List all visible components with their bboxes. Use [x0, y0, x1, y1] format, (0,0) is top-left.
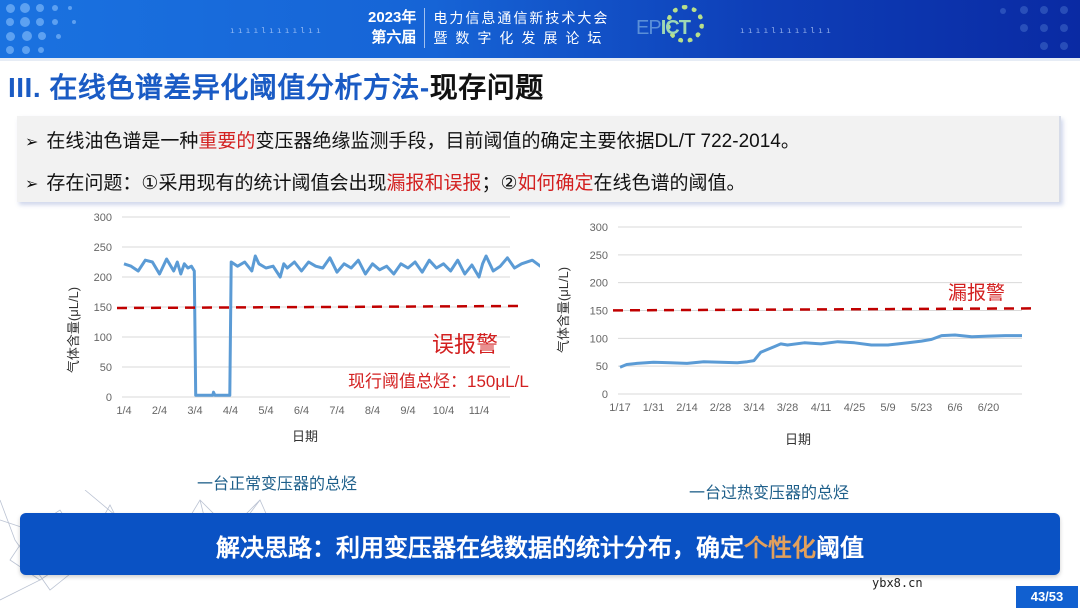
conference-title: 2023年 第六届 电力信息通信新技术大会 暨数字化发展论坛 [368, 8, 609, 48]
logo-ring-icon [666, 5, 704, 43]
svg-text:100: 100 [590, 333, 608, 345]
solution-text: 解决思路：利用变压器在线数据的统计分布，确定个性化阈值 [216, 535, 864, 562]
highlight-how-to-determine: 如何确定 [517, 173, 594, 194]
svg-text:200: 200 [94, 272, 112, 284]
y-axis-label: 气体含量(μL/L) [556, 267, 571, 353]
solution-banner: 解决思路：利用变压器在线数据的统计分布，确定个性化阈值 [20, 513, 1060, 575]
y-axis-label: 气体含量(μL/L) [66, 287, 81, 373]
svg-text:250: 250 [590, 250, 608, 262]
svg-text:6/4: 6/4 [294, 405, 309, 417]
svg-text:150: 150 [590, 306, 608, 318]
conference-name-line2: 暨数字化发展论坛 [433, 30, 610, 46]
conference-name-line1: 电力信息通信新技术大会 [433, 10, 610, 26]
series-line [619, 333, 1022, 369]
svg-text:1/31: 1/31 [643, 402, 664, 414]
bullet-item-2: ➢ 存在问题：①采用现有的统计阈值会出现漏报和误报；②如何确定在线色谱的阈值。 [25, 173, 746, 194]
y-axis-ticks: 0 50 100 150 200 250 300 [590, 222, 608, 401]
page-title-subtopic: 现存问题 [429, 72, 544, 103]
false-alarm-annotation: 误报警 [432, 332, 498, 357]
svg-text:300: 300 [94, 212, 112, 224]
page-number-badge: 43/53 [1016, 586, 1078, 608]
threshold-line [612, 307, 1033, 312]
svg-text:6/6: 6/6 [947, 402, 962, 414]
svg-text:5/4: 5/4 [258, 405, 273, 417]
svg-text:5/9: 5/9 [880, 402, 895, 414]
svg-text:11/4: 11/4 [469, 405, 490, 417]
svg-text:50: 50 [100, 362, 112, 374]
conference-name: 电力信息通信新技术大会 暨数字化发展论坛 [425, 8, 609, 48]
highlight-important: 重要的 [198, 131, 256, 152]
svg-text:1/17: 1/17 [609, 402, 630, 414]
chart-gridlines [122, 216, 510, 398]
svg-text:3/4: 3/4 [187, 405, 202, 417]
conference-year-edition: 2023年 第六届 [368, 8, 426, 48]
decorative-dot-pattern-left [0, 0, 140, 58]
header-banner: ıııılıııılıı ıııılıııılıı 2023年 第六届 电力信息… [0, 0, 1080, 58]
banner-divider [0, 58, 1080, 61]
svg-text:1/4: 1/4 [116, 405, 131, 417]
conference-edition: 第六届 [371, 29, 417, 46]
x-axis-ticks: 1/4 2/4 3/4 4/4 5/4 6/4 7/4 8/4 9/4 10/4 11/4 [116, 405, 489, 417]
epict-logo: EPICT [636, 5, 704, 51]
svg-text:4/4: 4/4 [223, 405, 238, 417]
svg-text:7/4: 7/4 [329, 405, 344, 417]
decorative-dot-pattern-right [980, 0, 1080, 58]
threshold-annotation: 现行阈值总烃：150μL/L [348, 372, 529, 391]
caption-overheating-transformer: 一台过热变压器的总烃 [689, 485, 850, 502]
x-axis-label: 日期 [292, 429, 318, 444]
x-axis-ticks: 1/17 1/31 2/14 2/28 3/14 3/28 4/11 4/25 5/9 5/23 6… [609, 402, 999, 414]
svg-text:6/20: 6/20 [978, 402, 999, 414]
logo-text: EPICT [636, 17, 691, 39]
svg-text:2/28: 2/28 [710, 402, 731, 414]
svg-text:300: 300 [590, 222, 608, 234]
svg-text:250: 250 [94, 242, 112, 254]
highlight-missed-false-alarm: 漏报和误报 [386, 173, 482, 194]
conference-year: 2023年 [368, 9, 417, 26]
svg-text:3/14: 3/14 [743, 402, 764, 414]
decorative-tick-marks-left: ıııılıııılıı [230, 26, 324, 35]
svg-text:150: 150 [94, 302, 112, 314]
svg-text:0: 0 [602, 389, 608, 401]
svg-text:3/28: 3/28 [777, 402, 798, 414]
svg-text:2/14: 2/14 [676, 402, 697, 414]
x-axis-label: 日期 [785, 432, 811, 447]
bullet-box: ➢ 在线油色谱是一种重要的变压器绝缘监测手段，目前阈值的确定主要依据DL/T 72… [17, 116, 1061, 202]
svg-text:50: 50 [596, 361, 608, 373]
chart-normal-transformer: 0 50 100 150 200 250 300 1/4 2/4 3/4 4/4 5/4 6/4 7/4… [66, 212, 540, 444]
svg-text:100: 100 [94, 332, 112, 344]
chart-overheating-transformer: 0 50 100 150 200 250 300 1/17 1/31 2/14 2/28 3/14 3… [556, 222, 1033, 447]
page-title: III. 在线色谱差异化阈值分析方法-现存问题 [8, 66, 544, 106]
svg-text:2/4: 2/4 [152, 405, 167, 417]
missed-alarm-annotation: 漏报警 [948, 282, 1005, 304]
highlight-personalized: 个性化 [744, 535, 816, 562]
svg-text:200: 200 [590, 278, 608, 290]
arrow-bullet-icon: ➢ [25, 176, 39, 193]
svg-text:0: 0 [106, 392, 112, 404]
caption-normal-transformer: 一台正常变压器的总烃 [197, 476, 358, 493]
arrow-bullet-icon: ➢ [25, 134, 39, 151]
svg-text:4/11: 4/11 [811, 402, 832, 414]
decorative-tick-marks-right: ıııılıııılıı [740, 26, 834, 35]
watermark: ybx8.cn [872, 576, 923, 590]
y-axis-ticks: 0 50 100 150 200 250 300 [94, 212, 112, 404]
svg-text:5/23: 5/23 [911, 402, 932, 414]
series-line [123, 254, 540, 397]
svg-text:9/4: 9/4 [400, 405, 415, 417]
svg-text:10/4: 10/4 [433, 405, 454, 417]
svg-text:4/25: 4/25 [844, 402, 865, 414]
svg-text:8/4: 8/4 [365, 405, 380, 417]
page-title-main: III. 在线色谱差异化阈值分析方法- [8, 72, 430, 103]
bullet-item-1: ➢ 在线油色谱是一种重要的变压器绝缘监测手段，目前阈值的确定主要依据DL/T 72… [25, 131, 800, 152]
